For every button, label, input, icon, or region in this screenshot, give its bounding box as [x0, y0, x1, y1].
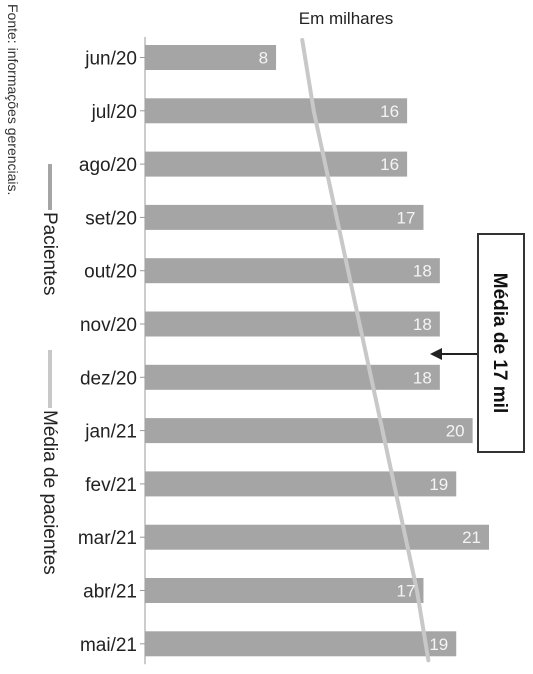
bar-nov-20 — [145, 311, 440, 337]
category-label: mai/21 — [80, 635, 137, 656]
bar-dez-20 — [145, 364, 440, 390]
category-label: dez/20 — [80, 368, 137, 389]
category-label: jul/20 — [91, 102, 137, 123]
legend-label-media: Média de pacientes — [39, 410, 60, 575]
bar-abr-21 — [145, 578, 424, 603]
bar-value-label: 16 — [380, 102, 399, 121]
bars — [145, 45, 489, 657]
annotation-label: Média de 17 mil — [489, 273, 510, 413]
category-label: set/20 — [85, 208, 137, 229]
bar-value-label: 8 — [259, 49, 268, 68]
annotation-box — [477, 233, 525, 453]
bar-out-20 — [145, 258, 440, 284]
bar-value-label: 18 — [413, 315, 432, 334]
labels: jun/20 8 jul/20 16 ago/20 16 set/20 17 out/20 18 n… — [78, 49, 481, 656]
category-label: jan/21 — [84, 422, 137, 443]
bar-jul-20 — [145, 98, 408, 124]
bar-value-label: 17 — [397, 582, 416, 601]
bar-value-label: 19 — [429, 635, 448, 654]
legend: Pacientes Média de pacientes — [39, 164, 60, 575]
source-note: Fonte: informações gerenciais. — [5, 4, 21, 195]
category-label: mar/21 — [78, 528, 137, 549]
unit-label: Em milhares — [299, 9, 393, 28]
category-label: ago/20 — [79, 155, 137, 176]
category-label: abr/21 — [83, 582, 137, 603]
bar-value-label: 16 — [380, 155, 399, 174]
bar-set-20 — [145, 204, 424, 230]
bar-value-label: 19 — [429, 475, 448, 494]
legend-swatch-pacientes — [48, 164, 52, 210]
bar-value-label: 21 — [462, 528, 481, 547]
category-label: fev/21 — [85, 475, 137, 496]
bar-jan-21 — [145, 418, 473, 444]
bar-value-label: 18 — [413, 368, 432, 387]
average-line-group — [300, 38, 431, 663]
category-label: jun/20 — [84, 49, 137, 70]
bar-value-label: 20 — [446, 422, 465, 441]
legend-swatch-media — [48, 350, 52, 408]
bar-fev-21 — [145, 471, 457, 497]
annotation-arrow-head — [430, 348, 442, 360]
category-label: nov/20 — [80, 315, 137, 336]
bar-value-label: 17 — [397, 208, 416, 227]
bar-value-label: 18 — [413, 262, 432, 281]
annotation: Média de 17 mil — [430, 233, 525, 453]
bar-ago-20 — [145, 151, 408, 177]
axis — [140, 37, 146, 665]
average-line — [300, 38, 431, 663]
category-label: out/20 — [84, 262, 137, 283]
bar-jun-20 — [145, 45, 277, 70]
legend-label-pacientes: Pacientes — [39, 212, 60, 295]
bar-mar-21 — [145, 524, 489, 550]
bar-mai-21 — [145, 631, 457, 657]
